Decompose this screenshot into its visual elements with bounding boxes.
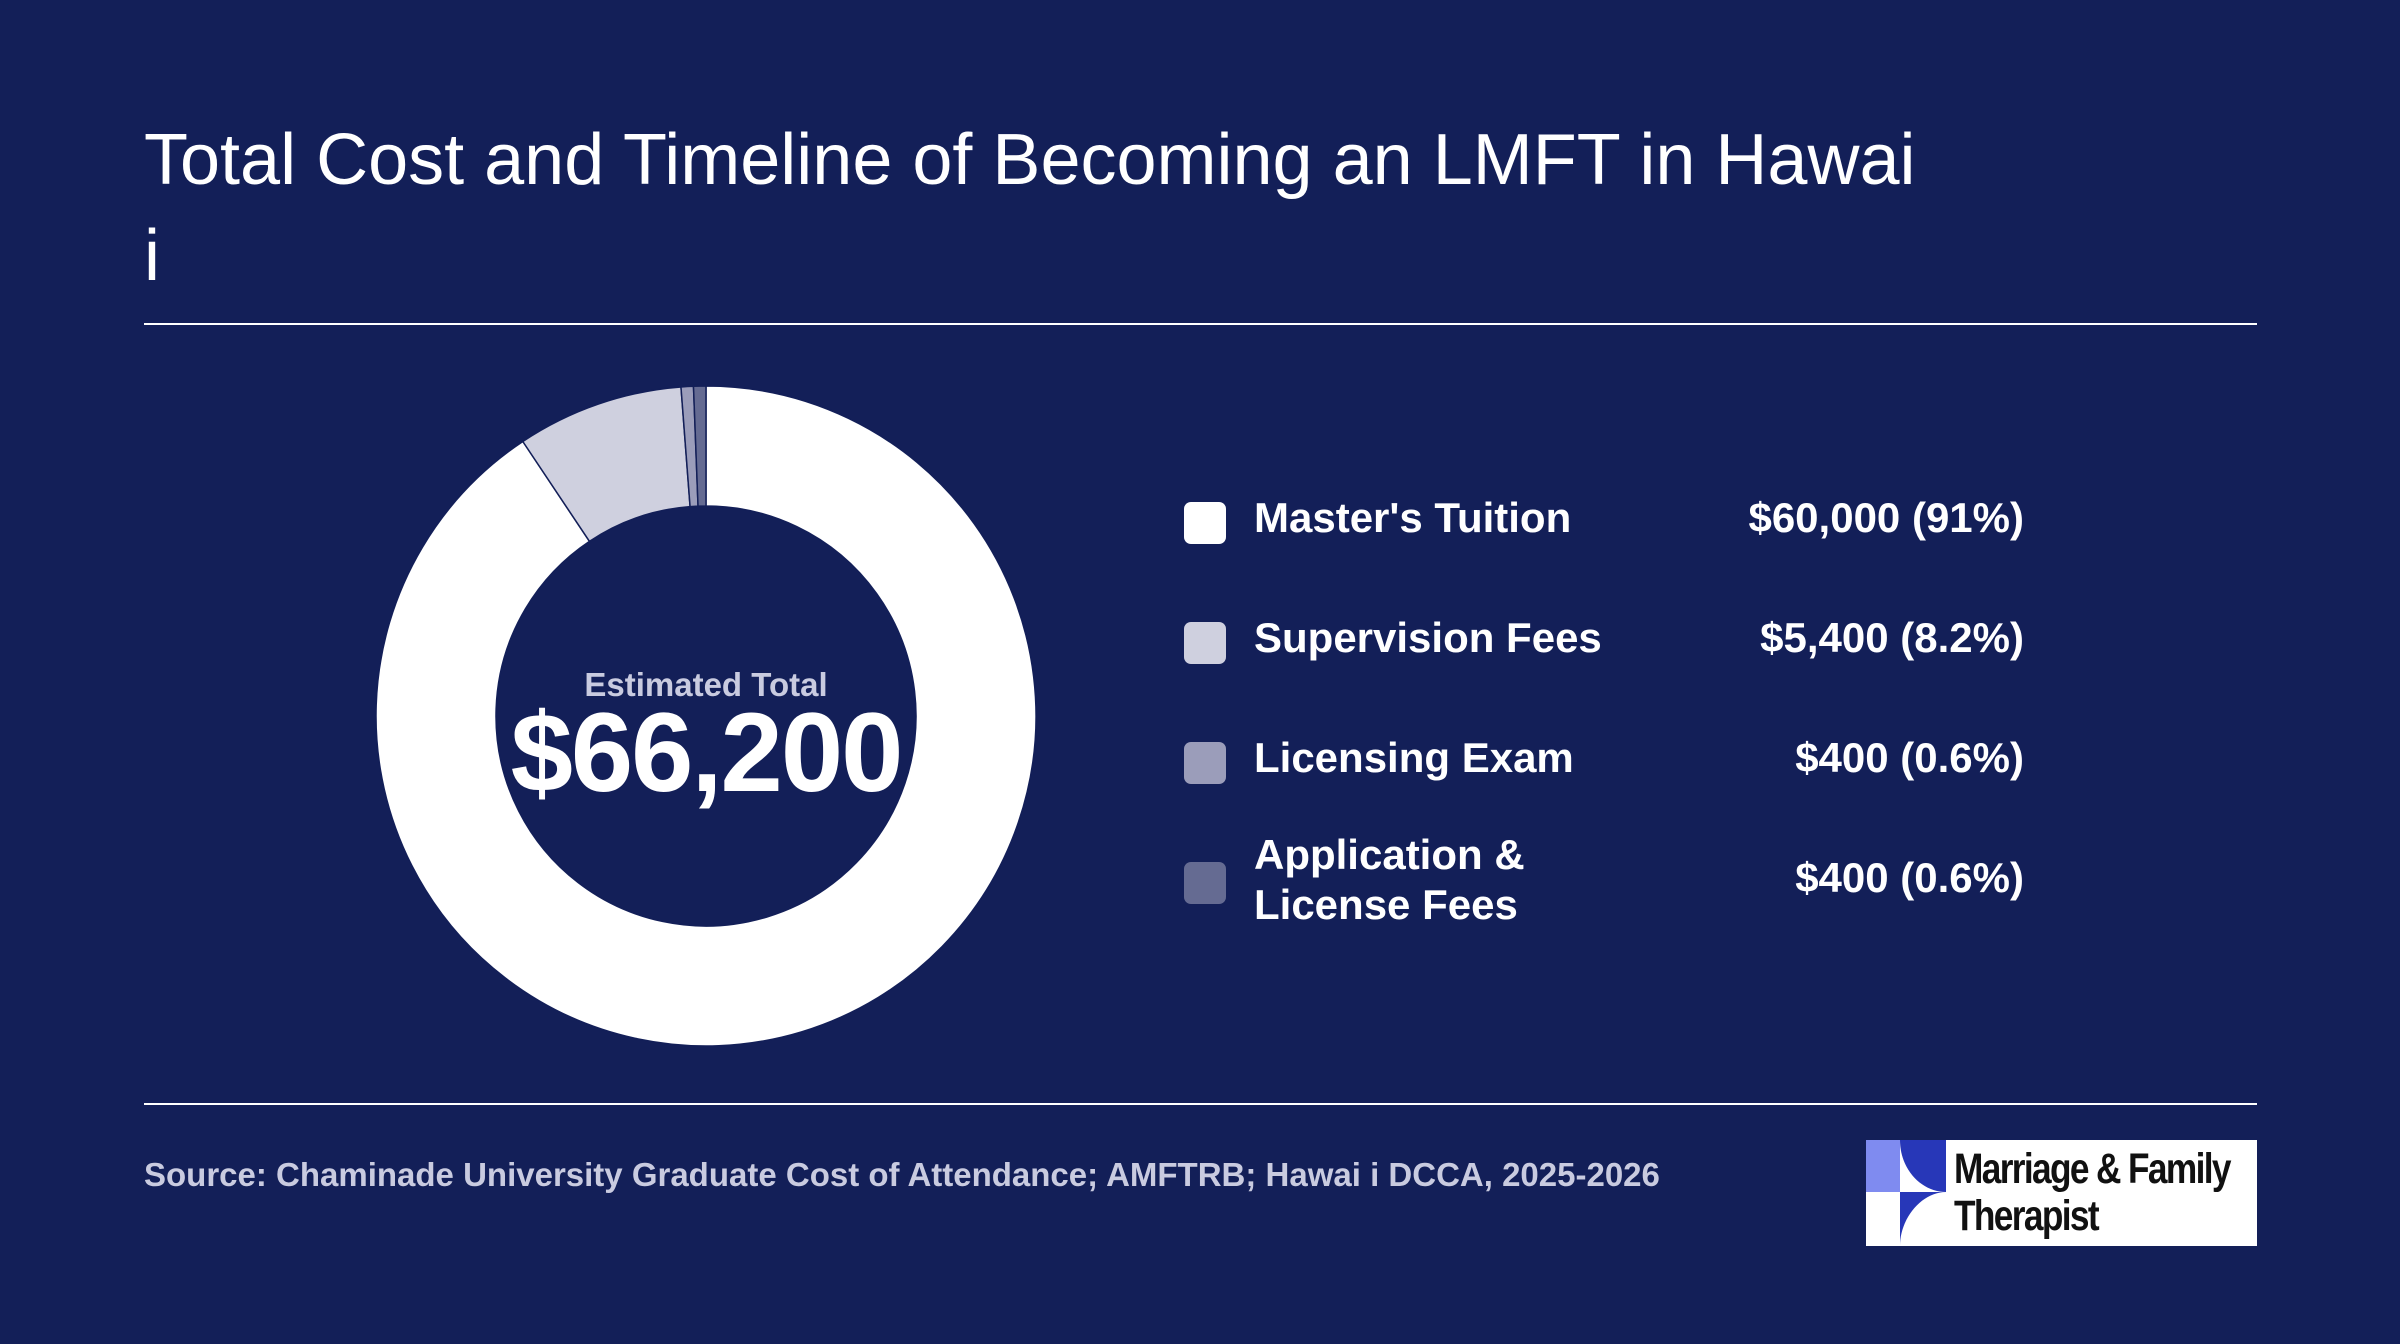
- legend-item-application-license-fees: Application & License Fees $400 (0.6%): [1184, 830, 2044, 950]
- donut-center-value: $66,200: [510, 690, 904, 815]
- legend-label: Application & License Fees: [1254, 831, 1525, 928]
- legend: Master's Tuition $60,000 (91%) Supervisi…: [1184, 470, 2044, 950]
- top-divider: [144, 323, 2257, 325]
- legend-item-supervision-fees: Supervision Fees $5,400 (8.2%): [1184, 590, 2044, 710]
- donut-slice-masters-tuition: [375, 385, 1037, 1047]
- legend-value: $5,400 (8.2%): [1760, 614, 2024, 661]
- legend-value: $60,000 (91%): [1748, 494, 2024, 541]
- source-note: Source: Chaminade University Graduate Co…: [144, 1156, 1660, 1193]
- logo-line-1: Marriage & Family: [1954, 1145, 2232, 1193]
- chart-title: Total Cost and Timeline of Becoming an L…: [144, 120, 1916, 296]
- legend-item-masters-tuition: Master's Tuition $60,000 (91%): [1184, 470, 2044, 590]
- bottom-divider: [144, 1103, 2257, 1105]
- legend-label: Supervision Fees: [1254, 614, 1602, 661]
- legend-swatch: [1184, 742, 1226, 784]
- legend-value: $400 (0.6%): [1795, 734, 2024, 781]
- legend-item-licensing-exam: Licensing Exam $400 (0.6%): [1184, 710, 2044, 830]
- legend-value: $400 (0.6%): [1795, 854, 2024, 901]
- donut-center-label: Estimated Total: [584, 666, 828, 703]
- legend-swatch: [1184, 862, 1226, 904]
- donut-chart: [375, 385, 1037, 1047]
- legend-swatch: [1184, 622, 1226, 664]
- logo-line-2: Therapist: [1954, 1192, 2100, 1240]
- legend-label: Master's Tuition: [1254, 494, 1572, 541]
- logo-mark-icon: [1866, 1140, 1946, 1246]
- donut-slice-application-license-fees: [692, 385, 707, 507]
- legend-swatch: [1184, 502, 1226, 544]
- legend-label: Licensing Exam: [1254, 734, 1574, 781]
- brand-logo: Marriage & Family Therapist: [1866, 1140, 2257, 1246]
- logo-wordmark: Marriage & Family Therapist: [1954, 1145, 2232, 1240]
